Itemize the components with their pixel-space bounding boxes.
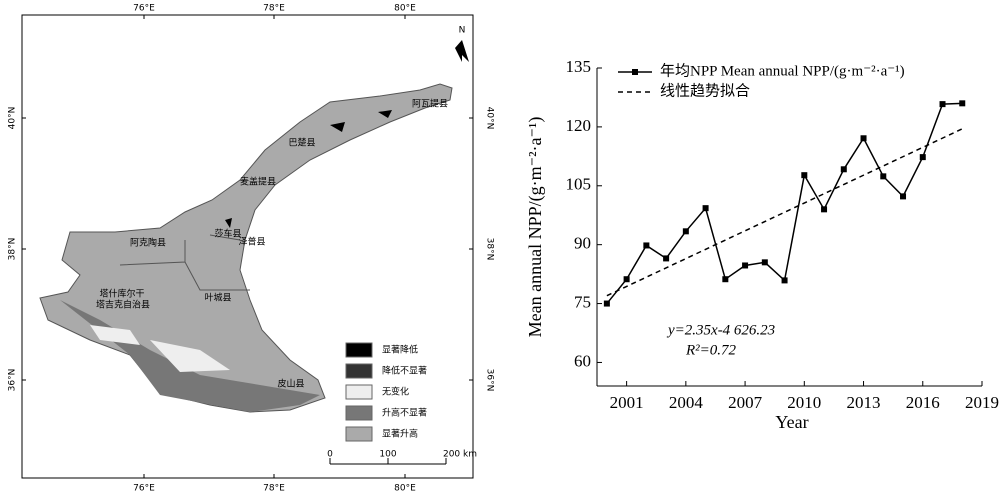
legend-marker: [632, 69, 638, 75]
y-tick-label: 135: [566, 57, 592, 76]
legend-label: 显著降低: [382, 344, 418, 356]
county-label: 阿瓦提县: [412, 99, 448, 110]
legend-label: 降低不显著: [382, 365, 427, 377]
legend-label: 无变化: [382, 386, 409, 398]
boundaries: [119, 234, 250, 291]
region-unchanged: [90, 325, 230, 372]
legend-label: 年均NPP Mean annual NPP/(g·m⁻²·a⁻¹): [660, 62, 905, 79]
point: [840, 166, 847, 173]
county-label: 塔吉克自治县: [96, 299, 150, 311]
legend-label: 显著升高: [382, 428, 418, 440]
lon-label: 80°E: [394, 4, 416, 14]
point: [761, 259, 768, 266]
trend-line: [606, 128, 963, 297]
lon-label: 78°E: [263, 4, 285, 14]
county-label: 麦盖提县: [240, 176, 276, 188]
x-axis-label: Year: [775, 412, 808, 432]
lat-label: 40°N: [8, 107, 18, 130]
point: [939, 101, 946, 108]
region-shade: [60, 300, 320, 412]
y-axis-label: Mean annual NPP/(g·m⁻²·a⁻¹): [525, 117, 546, 338]
legend-swatch: [345, 426, 373, 442]
point: [722, 276, 729, 283]
point: [860, 135, 867, 142]
legend-swatch: [345, 363, 373, 379]
scale-label: 200 km: [443, 450, 477, 460]
county-label: 叶城县: [204, 293, 231, 304]
point: [663, 255, 670, 262]
lat-label: 38°N: [8, 238, 18, 261]
map: N: [21, 14, 474, 479]
county-label: 莎车县: [214, 228, 241, 240]
lat-label: 40°N: [485, 107, 495, 130]
x-tick-label: 2007: [728, 393, 763, 412]
y-tick-label: 105: [566, 175, 592, 194]
point: [702, 205, 709, 212]
x-tick-label: 2016: [906, 393, 940, 412]
lat-label: 36°N: [485, 369, 495, 392]
x-tick-label: 2004: [669, 393, 704, 412]
point: [821, 206, 828, 213]
point: [623, 276, 630, 283]
point: [900, 193, 907, 200]
point: [682, 228, 689, 235]
legend-swatch: [345, 405, 373, 421]
y-tick-label: 90: [574, 234, 591, 253]
county-label: 皮山县: [277, 378, 304, 390]
point: [919, 154, 926, 161]
legend-swatch: [345, 384, 373, 400]
x-tick-label: 2019: [965, 393, 999, 412]
lon-label: 78°E: [263, 484, 285, 494]
legend-swatch: [345, 342, 373, 358]
lon-label: 80°E: [394, 484, 416, 494]
x-tick-label: 2010: [787, 393, 821, 412]
y-tick-label: 60: [574, 351, 591, 370]
y-tick-label: 75: [574, 292, 591, 311]
scale-label: 100: [379, 450, 396, 460]
scale-label: 0: [327, 450, 333, 460]
lat-label: 36°N: [8, 369, 18, 392]
annotation: R²=0.72: [685, 342, 737, 358]
lat-label: 38°N: [485, 238, 495, 261]
point: [781, 277, 788, 284]
lon-label: 76°E: [133, 4, 155, 14]
point: [801, 172, 808, 179]
x-tick-label: 2001: [610, 393, 644, 412]
north-arrow: [455, 40, 469, 62]
series-line: [606, 102, 963, 305]
y-tick-label: 120: [566, 116, 592, 135]
x-tick-label: 2013: [847, 393, 881, 412]
county-label: 巴楚县: [288, 137, 315, 149]
north-label: N: [459, 26, 466, 36]
legend-label: 线性趋势拟合: [660, 82, 750, 99]
point: [959, 100, 966, 107]
county-label: 泽普县: [238, 236, 265, 248]
lon-label: 76°E: [133, 484, 155, 494]
county-label: 塔什库尔干: [99, 288, 144, 300]
point: [880, 173, 887, 180]
point: [643, 242, 650, 249]
legend-label: 升高不显著: [382, 407, 427, 419]
county-label: 阿克陶县: [130, 237, 166, 249]
annotation: y=2.35x-4 626.23: [666, 322, 775, 338]
point: [742, 262, 749, 269]
point: [603, 300, 610, 307]
